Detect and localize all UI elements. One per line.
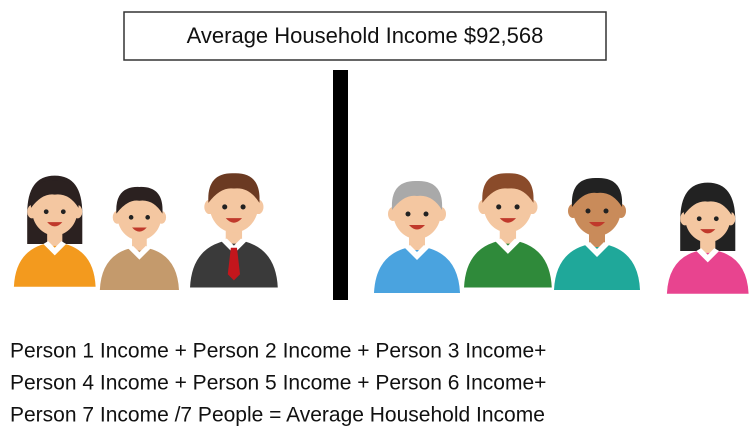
income-box-label: Average Household Income $92,568 bbox=[187, 23, 544, 48]
eye bbox=[222, 204, 227, 209]
person-icon bbox=[14, 176, 96, 287]
eye bbox=[697, 216, 702, 221]
person-icon bbox=[100, 187, 179, 290]
divider bbox=[333, 70, 348, 300]
person-icon bbox=[190, 173, 278, 287]
eye bbox=[145, 215, 150, 220]
eye bbox=[61, 209, 66, 214]
eye bbox=[515, 204, 520, 209]
eye bbox=[241, 204, 246, 209]
people bbox=[14, 173, 749, 294]
formula-line: Person 1 Income + Person 2 Income + Pers… bbox=[10, 340, 546, 363]
page: Average Household Income $92,568 Person … bbox=[0, 0, 755, 443]
person-icon bbox=[667, 183, 749, 294]
eye bbox=[496, 204, 501, 209]
eye bbox=[586, 209, 591, 214]
eye bbox=[44, 209, 49, 214]
person-icon bbox=[464, 173, 552, 287]
eye bbox=[604, 209, 609, 214]
formula-line: Person 4 Income + Person 5 Income + Pers… bbox=[10, 372, 546, 395]
eye bbox=[714, 216, 719, 221]
formula-line: Person 7 Income /7 People = Average Hous… bbox=[10, 404, 545, 427]
person-icon bbox=[374, 181, 460, 293]
person-icon bbox=[554, 178, 640, 290]
eye bbox=[129, 215, 134, 220]
eye bbox=[406, 212, 411, 217]
eye bbox=[424, 212, 429, 217]
